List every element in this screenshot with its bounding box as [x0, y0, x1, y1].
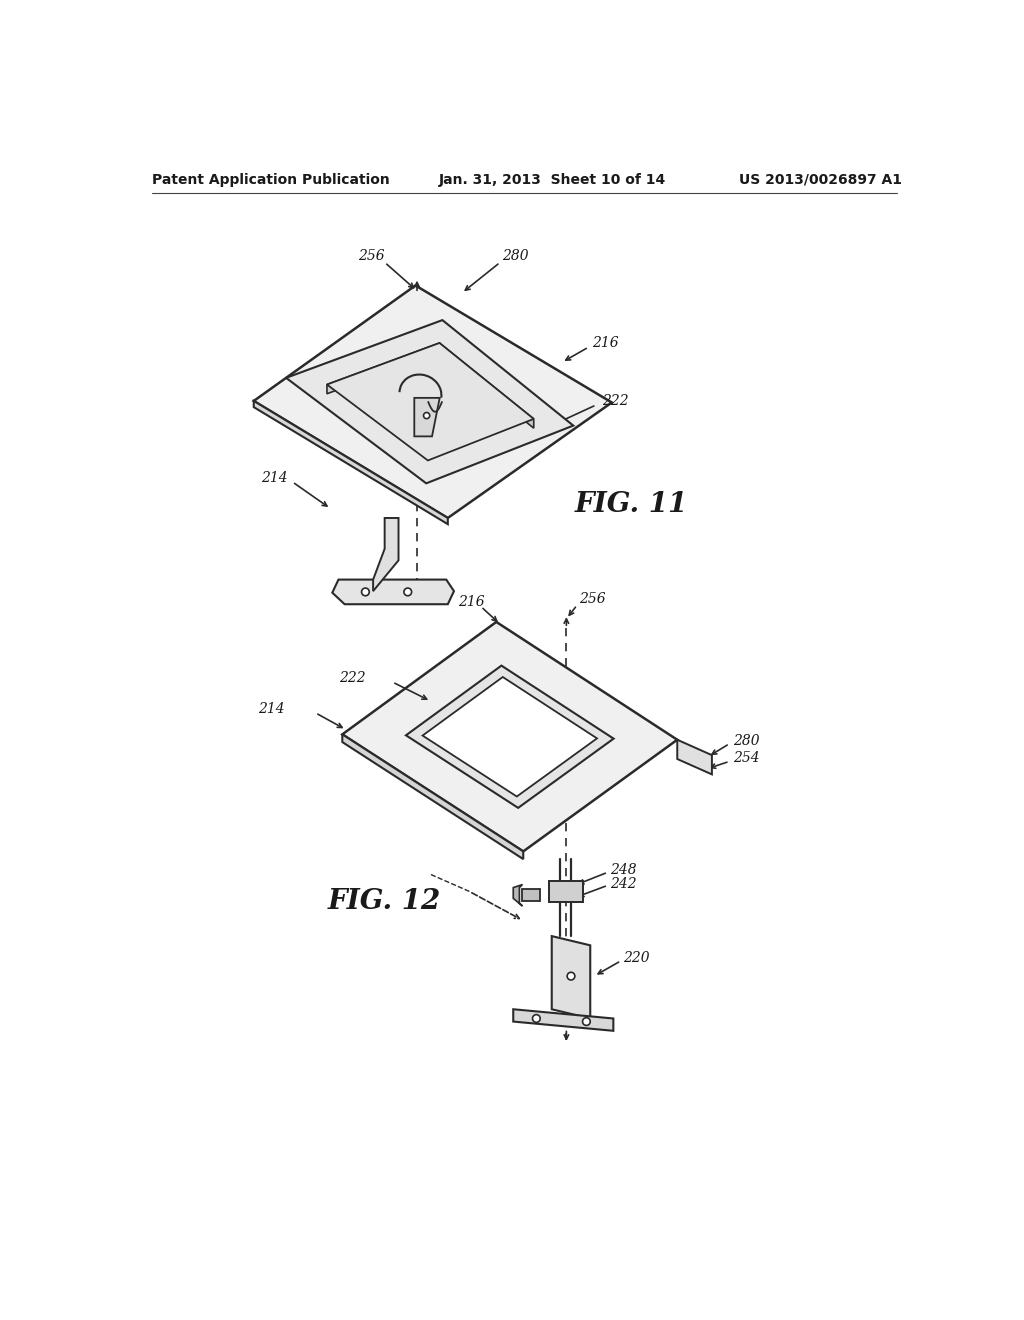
Text: Patent Application Publication: Patent Application Publication	[153, 173, 390, 187]
Text: 242: 242	[439, 368, 466, 381]
Polygon shape	[549, 880, 583, 903]
Polygon shape	[342, 734, 523, 859]
Text: 220: 220	[443, 411, 470, 424]
Polygon shape	[677, 739, 712, 775]
Polygon shape	[373, 517, 398, 591]
Text: 220: 220	[624, 952, 650, 965]
Text: US 2013/0026897 A1: US 2013/0026897 A1	[739, 173, 902, 187]
Polygon shape	[254, 401, 447, 524]
Polygon shape	[522, 890, 541, 902]
Text: 222: 222	[339, 671, 366, 685]
Text: 280: 280	[733, 734, 760, 748]
Text: 222: 222	[602, 393, 629, 408]
Text: 214: 214	[261, 471, 288, 484]
Text: 216: 216	[593, 337, 620, 350]
Text: 256: 256	[357, 249, 384, 263]
Polygon shape	[513, 884, 522, 906]
Circle shape	[567, 973, 574, 979]
Text: 248: 248	[610, 863, 637, 876]
Polygon shape	[439, 343, 534, 428]
Text: FIG. 12: FIG. 12	[328, 888, 441, 915]
Polygon shape	[327, 343, 534, 461]
Polygon shape	[552, 936, 590, 1019]
Text: 256: 256	[579, 591, 605, 606]
Polygon shape	[327, 343, 534, 461]
Text: 280: 280	[503, 249, 529, 263]
Text: FIG. 11: FIG. 11	[574, 491, 688, 519]
Circle shape	[583, 1018, 590, 1026]
Circle shape	[424, 413, 430, 418]
Text: 242: 242	[610, 876, 637, 891]
Polygon shape	[513, 1010, 613, 1031]
Polygon shape	[423, 677, 597, 796]
Circle shape	[532, 1015, 541, 1022]
Text: 254: 254	[733, 751, 760, 766]
Polygon shape	[254, 285, 611, 517]
Circle shape	[403, 589, 412, 595]
Polygon shape	[327, 343, 439, 393]
Polygon shape	[415, 397, 439, 437]
Circle shape	[361, 589, 370, 595]
Polygon shape	[406, 665, 613, 808]
Polygon shape	[342, 622, 677, 851]
Text: Jan. 31, 2013  Sheet 10 of 14: Jan. 31, 2013 Sheet 10 of 14	[438, 173, 666, 187]
Polygon shape	[286, 321, 573, 483]
Text: 216: 216	[458, 595, 484, 609]
Text: 214: 214	[258, 702, 285, 715]
Polygon shape	[333, 579, 454, 605]
